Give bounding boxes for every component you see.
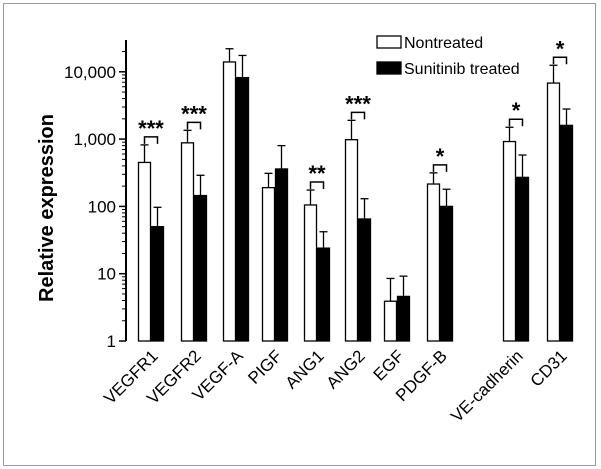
bar-sunitinib-pdgf-b [439, 205, 454, 342]
y-axis-title: Relative expression [36, 114, 58, 302]
y-tick-label: 1 [107, 332, 116, 351]
bar-nontreated-vegfr1 [137, 161, 152, 342]
significance-bracket [552, 56, 568, 65]
significance-bracket [508, 118, 524, 127]
significance-label: * [436, 144, 445, 169]
significance-label: *** [345, 91, 371, 116]
significance-bracket [432, 164, 448, 172]
legend-swatch-nontreated [376, 35, 402, 49]
bar-nontreated-pdgf-b [426, 183, 441, 342]
significance-label: ** [308, 161, 326, 186]
bar-nontreated-vegf-a [222, 61, 237, 342]
bar-sunitinib-egf [396, 295, 411, 342]
significance-bracket [143, 136, 159, 144]
y-tick-label: 10 [97, 265, 116, 284]
legend-swatch-sunitinib [376, 61, 402, 75]
y-tick-label: 1,000 [73, 130, 116, 149]
bar-sunitinib-ang1 [316, 247, 331, 342]
significance-label: *** [181, 101, 207, 126]
significance-label: *** [138, 116, 164, 141]
bar-nontreated-ang1 [303, 204, 318, 342]
bar-sunitinib-pigf [274, 168, 289, 342]
bar-nontreated-pigf [261, 186, 276, 342]
bar-sunitinib-ve-cadherin [515, 176, 530, 342]
bars [137, 48, 574, 342]
x-tick-label: CD31 [527, 346, 571, 390]
significance-label: * [556, 36, 565, 61]
significance-bracket [186, 121, 202, 130]
bar-nontreated-vegfr2 [180, 142, 195, 342]
y-tick-label: 10,000 [64, 63, 116, 82]
bar-sunitinib-vegfr1 [150, 226, 165, 342]
x-tick-label: ANG1 [282, 346, 328, 392]
bar-nontreated-egf [383, 300, 398, 342]
significance-markers: ************** [138, 36, 568, 190]
figure-frame [3, 3, 596, 466]
x-tick-label: ANG2 [323, 346, 369, 392]
bar-nontreated-cd31 [546, 82, 561, 342]
x-tick-label: EGF [370, 346, 408, 384]
bar-nontreated-ve-cadherin [502, 140, 517, 342]
bar-sunitinib-ang2 [357, 218, 372, 342]
significance-bracket [350, 111, 366, 120]
significance-label: * [512, 98, 521, 123]
bar-nontreated-ang2 [344, 139, 359, 342]
y-tick-label: 100 [88, 197, 116, 216]
bar-sunitinib-cd31 [559, 124, 574, 342]
bar-sunitinib-vegf-a [235, 76, 250, 342]
significance-bracket [309, 181, 325, 190]
x-tick-label: VE-cadherin [447, 346, 527, 426]
axes: 1 10 100 1,000 10,000 [64, 40, 127, 351]
bar-sunitinib-vegfr2 [193, 194, 208, 342]
legend-label: Sunitinib treated [404, 61, 520, 78]
legend-label: Nontreated [404, 35, 483, 52]
x-tick-label: PIGF [244, 346, 285, 387]
legend: Nontreated Sunitinib treated [376, 35, 520, 78]
